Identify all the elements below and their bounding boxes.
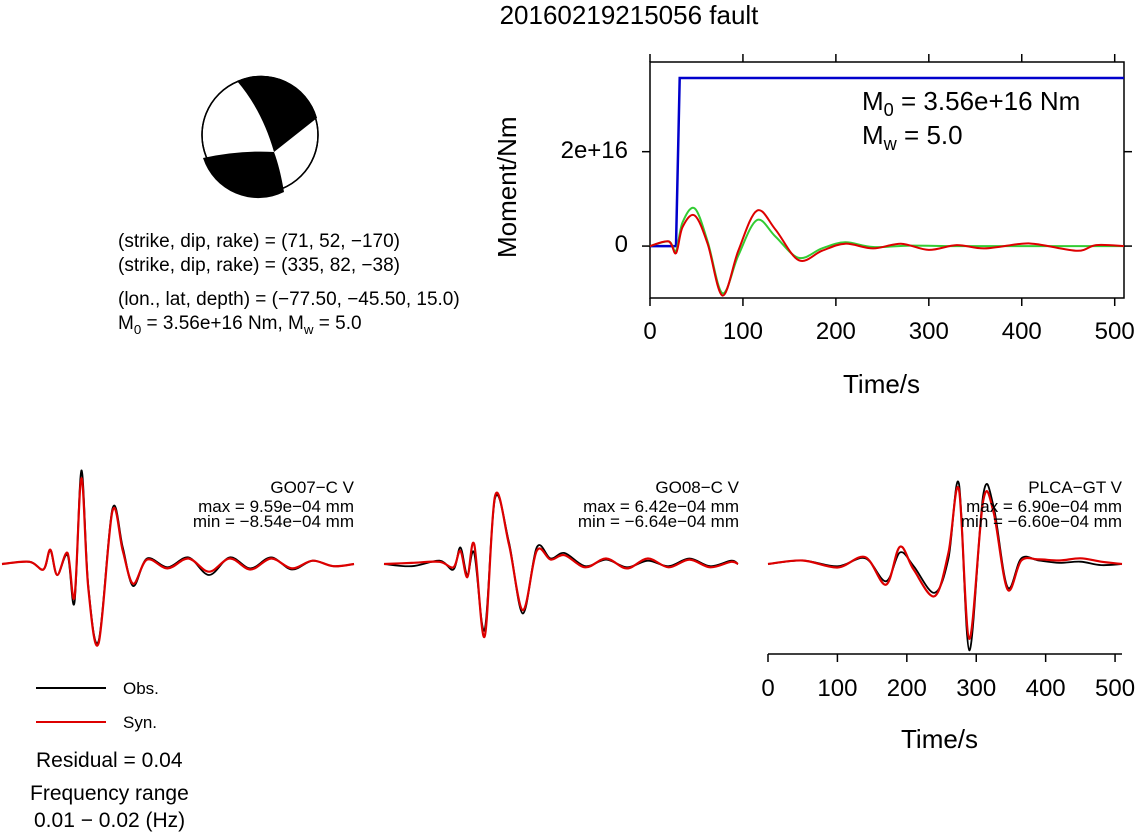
legend-obs-label: Obs. <box>123 679 159 698</box>
waveform-xtick-label: 300 <box>956 675 997 702</box>
mechanism-line-1: (strike, dip, rake) = (71, 52, −170) <box>118 231 400 252</box>
waveform-synthetic-line <box>1 477 355 647</box>
moment-xtick-label: 300 <box>908 318 949 345</box>
waveform-xtick-label: 0 <box>761 675 775 702</box>
waveform-synthetic-line <box>383 491 739 638</box>
station-max-3: max = 6.90e−04 mm <box>966 497 1122 516</box>
station-max-1: max = 9.59e−04 mm <box>198 497 354 516</box>
moment-series-line-3 <box>649 209 1125 297</box>
waveform-xtick-label: 500 <box>1095 675 1136 702</box>
moment-xtick-label: 0 <box>643 318 657 345</box>
moment-series <box>649 76 1125 297</box>
station-max-2: max = 6.42e−04 mm <box>583 497 739 516</box>
waveform-xtick-label: 200 <box>886 675 927 702</box>
frequency-range-title: Frequency range <box>30 782 189 805</box>
moment-xtick-label: 500 <box>1094 318 1135 345</box>
waveform-xlabel: Time/s <box>901 724 979 754</box>
station-name-1: GO07−C V <box>270 478 354 497</box>
station-min-1: min = −8.54e−04 mm <box>192 512 354 531</box>
frequency-range-value: 0.01 − 0.02 (Hz) <box>34 809 186 832</box>
moment-xtick-label: 200 <box>815 318 856 345</box>
page-title: 20160219215056 fault <box>499 0 759 30</box>
moment-xlabel: Time/s <box>843 369 921 399</box>
mechanism-line-2: (strike, dip, rake) = (335, 82, −38) <box>118 255 400 276</box>
station-name-2: GO08−C V <box>655 478 739 497</box>
moment-xtick-label: 400 <box>1001 318 1042 345</box>
station-min-3: min = −6.60e−04 mm <box>960 512 1122 531</box>
m0-annotation: M0 = 3.56e+16 Nm <box>862 86 1081 121</box>
moment-series-line-2 <box>649 206 1124 295</box>
moment-xtick-label: 100 <box>722 318 763 345</box>
waveform-panel-1 <box>1 469 355 647</box>
moment-ylabel: Moment/Nm <box>492 116 522 258</box>
waveform-synthetic-line <box>767 485 1123 640</box>
focal-mechanism-beachball <box>201 75 319 199</box>
moment-series-line-1 <box>650 76 1124 248</box>
waveform-xtick-label: 100 <box>817 675 858 702</box>
mechanism-line-3: (lon., lat, depth) = (−77.50, −45.50, 15… <box>118 289 460 310</box>
legend-syn-label: Syn. <box>123 713 158 732</box>
waveform-panel-2 <box>383 491 739 638</box>
moment-ytick-label: 2e+16 <box>560 136 628 164</box>
station-min-2: min = −6.64e−04 mm <box>577 512 739 531</box>
mechanism-line-4: M0 = 3.56e+16 Nm, Mw = 5.0 <box>118 313 362 337</box>
moment-plot-frame <box>649 61 1125 299</box>
station-name-3: PLCA−GT V <box>1028 478 1122 497</box>
residual-text: Residual = 0.04 <box>36 749 183 772</box>
moment-axes <box>642 54 1132 306</box>
waveform-panel-3 <box>767 480 1123 652</box>
waveform-xtick-label: 400 <box>1025 675 1066 702</box>
moment-ytick-label: 0 <box>614 231 628 259</box>
mw-annotation: Mw = 5.0 <box>862 120 963 155</box>
waveform-time-axis <box>767 653 1122 662</box>
